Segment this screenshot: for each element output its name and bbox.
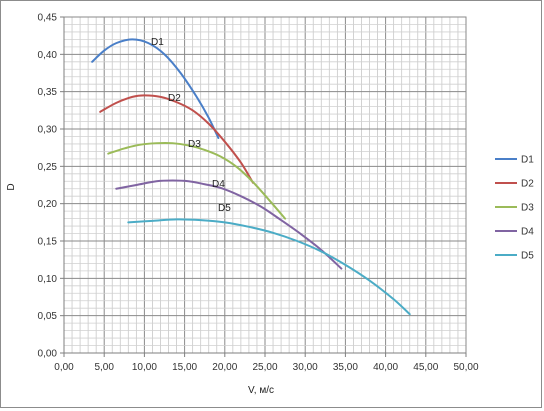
y-tick-label: 0,15 — [38, 237, 58, 248]
x-tick-label: 45,00 — [413, 362, 438, 373]
x-tick-label: 10,00 — [132, 362, 157, 373]
series-label-d3: D3 — [188, 139, 201, 150]
x-tick-label: 20,00 — [212, 362, 237, 373]
y-ticks: 0,00 0,05 0,10 0,15 0,20 0,25 0,30 0,35 0,40 0,45 — [38, 13, 64, 360]
legend: D1 D2 D3 D4 D5 — [495, 155, 534, 262]
x-tick-label: 35,00 — [333, 362, 358, 373]
x-ticks: 0,00 5,00 10,00 15,00 20,00 25,00 30,00 35,00 40… — [54, 353, 479, 373]
y-tick-label: 0,10 — [38, 274, 58, 285]
series-label-d5: D5 — [218, 203, 231, 214]
y-tick-label: 0,30 — [38, 125, 58, 136]
x-tick-label: 30,00 — [293, 362, 318, 373]
grid — [64, 17, 466, 353]
legend-label-d4: D4 — [521, 227, 534, 238]
y-tick-label: 0,40 — [38, 50, 58, 61]
series-label-d4: D4 — [212, 179, 225, 190]
series-line-d5 — [127, 218, 411, 316]
series-line-d4 — [115, 179, 343, 270]
legend-label-d1: D1 — [521, 155, 534, 166]
series-line-d1 — [91, 38, 220, 139]
legend-label-d3: D3 — [521, 203, 534, 214]
x-axis-title: V, м/с — [248, 385, 274, 396]
y-tick-label: 0,20 — [38, 199, 58, 210]
series-line-d3 — [107, 141, 287, 220]
series-labels: D1 D2 D3 D4 D5 — [151, 37, 231, 214]
y-axis-title: D — [6, 183, 17, 190]
x-tick-label: 15,00 — [172, 362, 197, 373]
x-tick-label: 40,00 — [373, 362, 398, 373]
series-lines — [91, 38, 411, 316]
y-tick-label: 0,35 — [38, 87, 58, 98]
y-tick-label: 0,25 — [38, 162, 58, 173]
series-line-d2 — [99, 94, 254, 184]
x-tick-label: 5,00 — [94, 362, 114, 373]
series-label-d1: D1 — [151, 37, 164, 48]
y-tick-label: 0,45 — [38, 13, 58, 24]
legend-label-d5: D5 — [521, 251, 534, 262]
legend-label-d2: D2 — [521, 179, 534, 190]
y-tick-label: 0,05 — [38, 311, 58, 322]
series-label-d2: D2 — [168, 93, 181, 104]
x-tick-label: 50,00 — [453, 362, 478, 373]
x-tick-label: 0,00 — [54, 362, 74, 373]
y-tick-label: 0,00 — [38, 349, 58, 360]
x-tick-label: 25,00 — [252, 362, 277, 373]
